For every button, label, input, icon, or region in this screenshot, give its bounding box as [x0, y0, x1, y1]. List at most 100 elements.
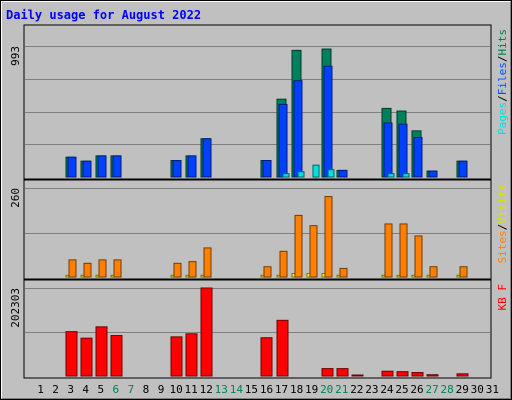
- bar-visits-sites-day-26: [414, 235, 423, 278]
- chart-title: Daily usage for August 2022: [6, 8, 201, 22]
- bar-hits-pages-day-17: [282, 173, 290, 178]
- legend-item: /: [496, 224, 509, 231]
- bar-kbytes-kb-f-day-5: [95, 326, 108, 377]
- chart-panels: 993Pages/Files/Hits260Sites/Visits202303…: [9, 24, 509, 379]
- x-tick-label-day-18: 18: [290, 383, 303, 396]
- bar-hits-pages-day-19: [312, 164, 320, 178]
- x-tick-label-day-16: 16: [260, 383, 273, 396]
- bar-hits-files-day-24: [383, 122, 393, 178]
- bar-visits-sites-day-4: [83, 262, 92, 278]
- bar-hits-files-day-11: [187, 155, 197, 178]
- x-tick-label-day-3: 3: [67, 383, 74, 396]
- legend-item: /: [496, 95, 509, 102]
- legend-item: KB F: [496, 284, 509, 311]
- bar-visits-sites-day-5: [98, 259, 107, 278]
- panel-hits: 993 Pages/Files/Hits: [9, 24, 509, 180]
- x-axis-labels: 1 2 3 4 5 6 7 8 9 10 11 12 13 14 15 16 17 18 19 20 21 22 23 24 2…: [37, 383, 499, 396]
- panel-visits-legend: Sites/Visits: [496, 184, 509, 264]
- legend-item: /: [496, 56, 509, 63]
- x-tick-label-day-11: 11: [185, 383, 198, 396]
- x-tick-label-day-27: 27: [425, 383, 438, 396]
- bar-kbytes-kb-f-day-20: [321, 368, 334, 377]
- x-tick-label-day-29: 29: [456, 383, 469, 396]
- legend-item: Hits: [496, 29, 509, 56]
- x-tick-label-day-15: 15: [245, 383, 258, 396]
- bar-visits-sites-day-24: [384, 223, 393, 278]
- x-tick-label-day-21: 21: [335, 383, 348, 396]
- bar-kbytes-kb-f-day-25: [396, 371, 409, 377]
- x-tick-label-day-14: 14: [230, 383, 244, 396]
- x-tick-label-day-28: 28: [441, 383, 454, 396]
- bar-visits-sites-day-11: [188, 261, 197, 278]
- bar-kbytes-kb-f-day-16: [260, 337, 273, 377]
- bar-hits-files-day-12: [202, 138, 212, 178]
- bar-hits-files-day-26: [413, 136, 423, 178]
- bar-visits-sites-day-10: [173, 262, 182, 278]
- bar-visits-sites-day-20: [324, 196, 333, 278]
- panel-visits-ymax-label: 260: [9, 188, 22, 208]
- x-tick-label-day-19: 19: [305, 383, 318, 396]
- panel-kbytes: 202303 KB F: [9, 279, 509, 379]
- x-tick-label-day-22: 22: [350, 383, 363, 396]
- bar-hits-files-day-4: [82, 160, 92, 178]
- x-tick-label-day-25: 25: [395, 383, 408, 396]
- panel-kbytes-plot-area: [23, 279, 492, 379]
- bar-visits-sites-day-27: [429, 266, 438, 278]
- bar-hits-files-day-6: [112, 155, 122, 178]
- x-tick-label-day-9: 9: [158, 383, 165, 396]
- bar-visits-sites-day-19: [309, 225, 318, 278]
- bar-visits-sites-day-29: [459, 266, 468, 278]
- bar-kbytes-kb-f-day-21: [336, 368, 349, 377]
- legend-item: Visits: [496, 184, 509, 224]
- legend-item: Files: [496, 62, 509, 95]
- bar-kbytes-kb-f-day-27: [426, 374, 439, 377]
- bar-kbytes-kb-f-day-26: [411, 372, 424, 377]
- bar-hits-files-day-17: [278, 103, 288, 178]
- bar-visits-sites-day-16: [263, 266, 272, 278]
- x-tick-label-day-8: 8: [143, 383, 150, 396]
- bar-visits-sites-day-12: [203, 247, 212, 278]
- bar-kbytes-kb-f-day-29: [456, 373, 469, 377]
- panel-hits-ymax-label: 993: [9, 46, 22, 66]
- x-tick-label-day-4: 4: [82, 383, 89, 396]
- x-tick-label-day-7: 7: [128, 383, 135, 396]
- bar-kbytes-kb-f-day-4: [80, 337, 93, 377]
- bar-visits-sites-day-3: [68, 259, 77, 278]
- bar-kbytes-kb-f-day-22: [351, 374, 364, 377]
- bar-hits-files-day-10: [172, 160, 182, 178]
- panel-visits: 260 Sites/Visits: [9, 179, 509, 280]
- bar-visits-sites-day-6: [113, 259, 122, 278]
- bar-kbytes-kb-f-day-24: [381, 370, 394, 377]
- bar-hits-pages-day-20: [327, 169, 335, 178]
- bar-kbytes-kb-f-day-10: [170, 336, 183, 377]
- bar-hits-files-day-21: [338, 169, 348, 178]
- bar-hits-pages-day-18: [297, 171, 305, 178]
- x-tick-label-day-12: 12: [200, 383, 213, 396]
- panel-kbytes-ymax-label: 202303: [9, 288, 22, 328]
- x-tick-label-day-17: 17: [275, 383, 288, 396]
- x-tick-label-day-10: 10: [169, 383, 182, 396]
- x-tick-label-day-24: 24: [380, 383, 394, 396]
- bar-hits-files-day-16: [262, 160, 272, 178]
- bar-visits-sites-day-18: [294, 214, 303, 278]
- bar-hits-files-day-5: [97, 155, 107, 178]
- bar-hits-pages-day-25: [402, 173, 410, 178]
- bar-hits-pages-day-24: [387, 173, 395, 178]
- x-tick-label-day-2: 2: [52, 383, 59, 396]
- x-tick-label-day-5: 5: [97, 383, 104, 396]
- legend-item: Sites: [496, 230, 509, 263]
- bar-hits-files-day-18: [293, 80, 303, 178]
- bar-hits-files-day-20: [323, 65, 333, 178]
- panel-hits-legend: Pages/Files/Hits: [496, 29, 509, 135]
- bar-hits-files-day-29: [458, 160, 468, 178]
- x-tick-label-day-30: 30: [471, 383, 484, 396]
- bar-hits-files-day-3: [67, 156, 77, 178]
- bar-kbytes-kb-f-day-6: [110, 335, 123, 377]
- x-tick-label-day-20: 20: [320, 383, 333, 396]
- bar-hits-files-day-27: [428, 170, 438, 178]
- bar-kbytes-kb-f-day-3: [65, 331, 78, 377]
- x-tick-label-day-6: 6: [113, 383, 120, 396]
- bar-kbytes-kb-f-day-12: [200, 287, 213, 377]
- bar-visits-sites-day-21: [339, 267, 348, 278]
